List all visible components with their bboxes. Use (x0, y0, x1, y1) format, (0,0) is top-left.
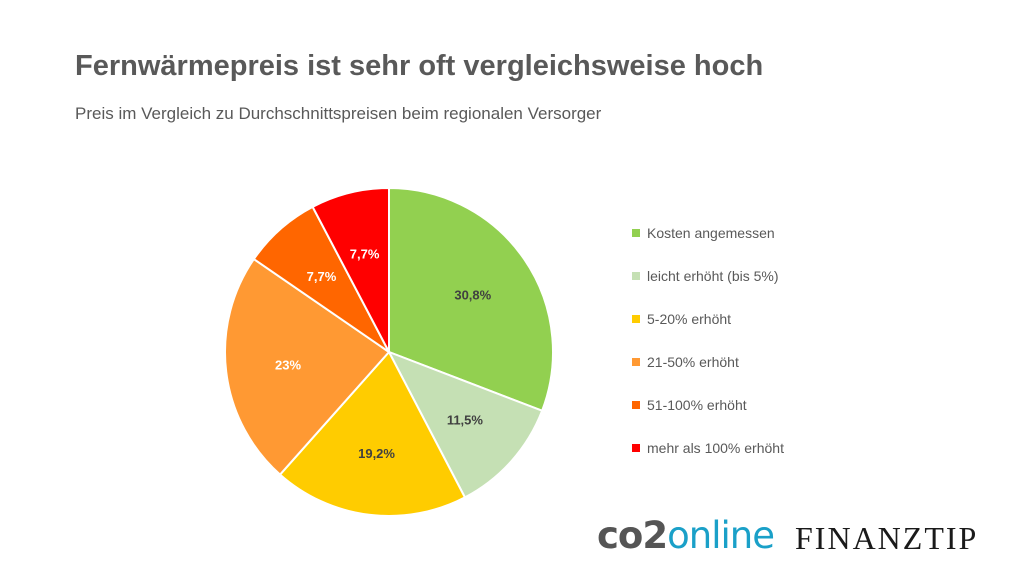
pie-labels: 30,8% 11,5% 19,2% 23% 7,7% 7,7% (275, 246, 492, 461)
chart-subtitle: Preis im Vergleich zu Durchschnittspreis… (75, 104, 602, 123)
legend-swatch (632, 315, 640, 323)
legend-swatch (632, 358, 640, 366)
legend-label: 21-50% erhöht (647, 354, 739, 370)
slice-value-label: 23% (275, 357, 301, 372)
legend-swatch (632, 401, 640, 409)
legend-label: 51-100% erhöht (647, 397, 747, 413)
legend-item: 51-100% erhöht (632, 394, 892, 416)
co2online-logo-part1: co2 (597, 514, 668, 557)
slice-value-label: 7,7% (307, 269, 337, 284)
chart-legend: Kosten angemessen leicht erhöht (bis 5%)… (632, 222, 892, 480)
pie-slice (311, 186, 390, 353)
pie-slice (388, 186, 554, 413)
legend-item: mehr als 100% erhöht (632, 437, 892, 459)
legend-item: leicht erhöht (bis 5%) (632, 265, 892, 287)
pie-slice (386, 350, 544, 499)
slice-value-label: 7,7% (350, 246, 380, 261)
legend-label: 5-20% erhöht (647, 311, 732, 327)
slice-value-label: 19,2% (358, 446, 395, 461)
legend-item: Kosten angemessen (632, 222, 892, 244)
co2online-logo-part2: online (667, 514, 775, 557)
chart-title: Fernwärmepreis ist sehr oft vergleichswe… (75, 50, 764, 82)
slice-value-label: 11,5% (447, 413, 484, 428)
legend-label: leicht erhöht (bis 5%) (647, 268, 779, 284)
finanztip-logo: FINANZTIP (795, 520, 979, 556)
co2online-logo: co2online (597, 512, 775, 560)
slice-value-label: 30,8% (454, 287, 491, 302)
pie-slice (224, 257, 391, 477)
legend-swatch (632, 444, 640, 452)
legend-item: 21-50% erhöht (632, 351, 892, 373)
legend-swatch (632, 229, 640, 237)
legend-swatch (632, 272, 640, 280)
pie-slices (224, 186, 554, 517)
legend-label: mehr als 100% erhöht (647, 440, 784, 456)
legend-label: Kosten angemessen (647, 225, 775, 241)
pie-slice (278, 350, 467, 517)
legend-item: 5-20% erhöht (632, 308, 892, 330)
